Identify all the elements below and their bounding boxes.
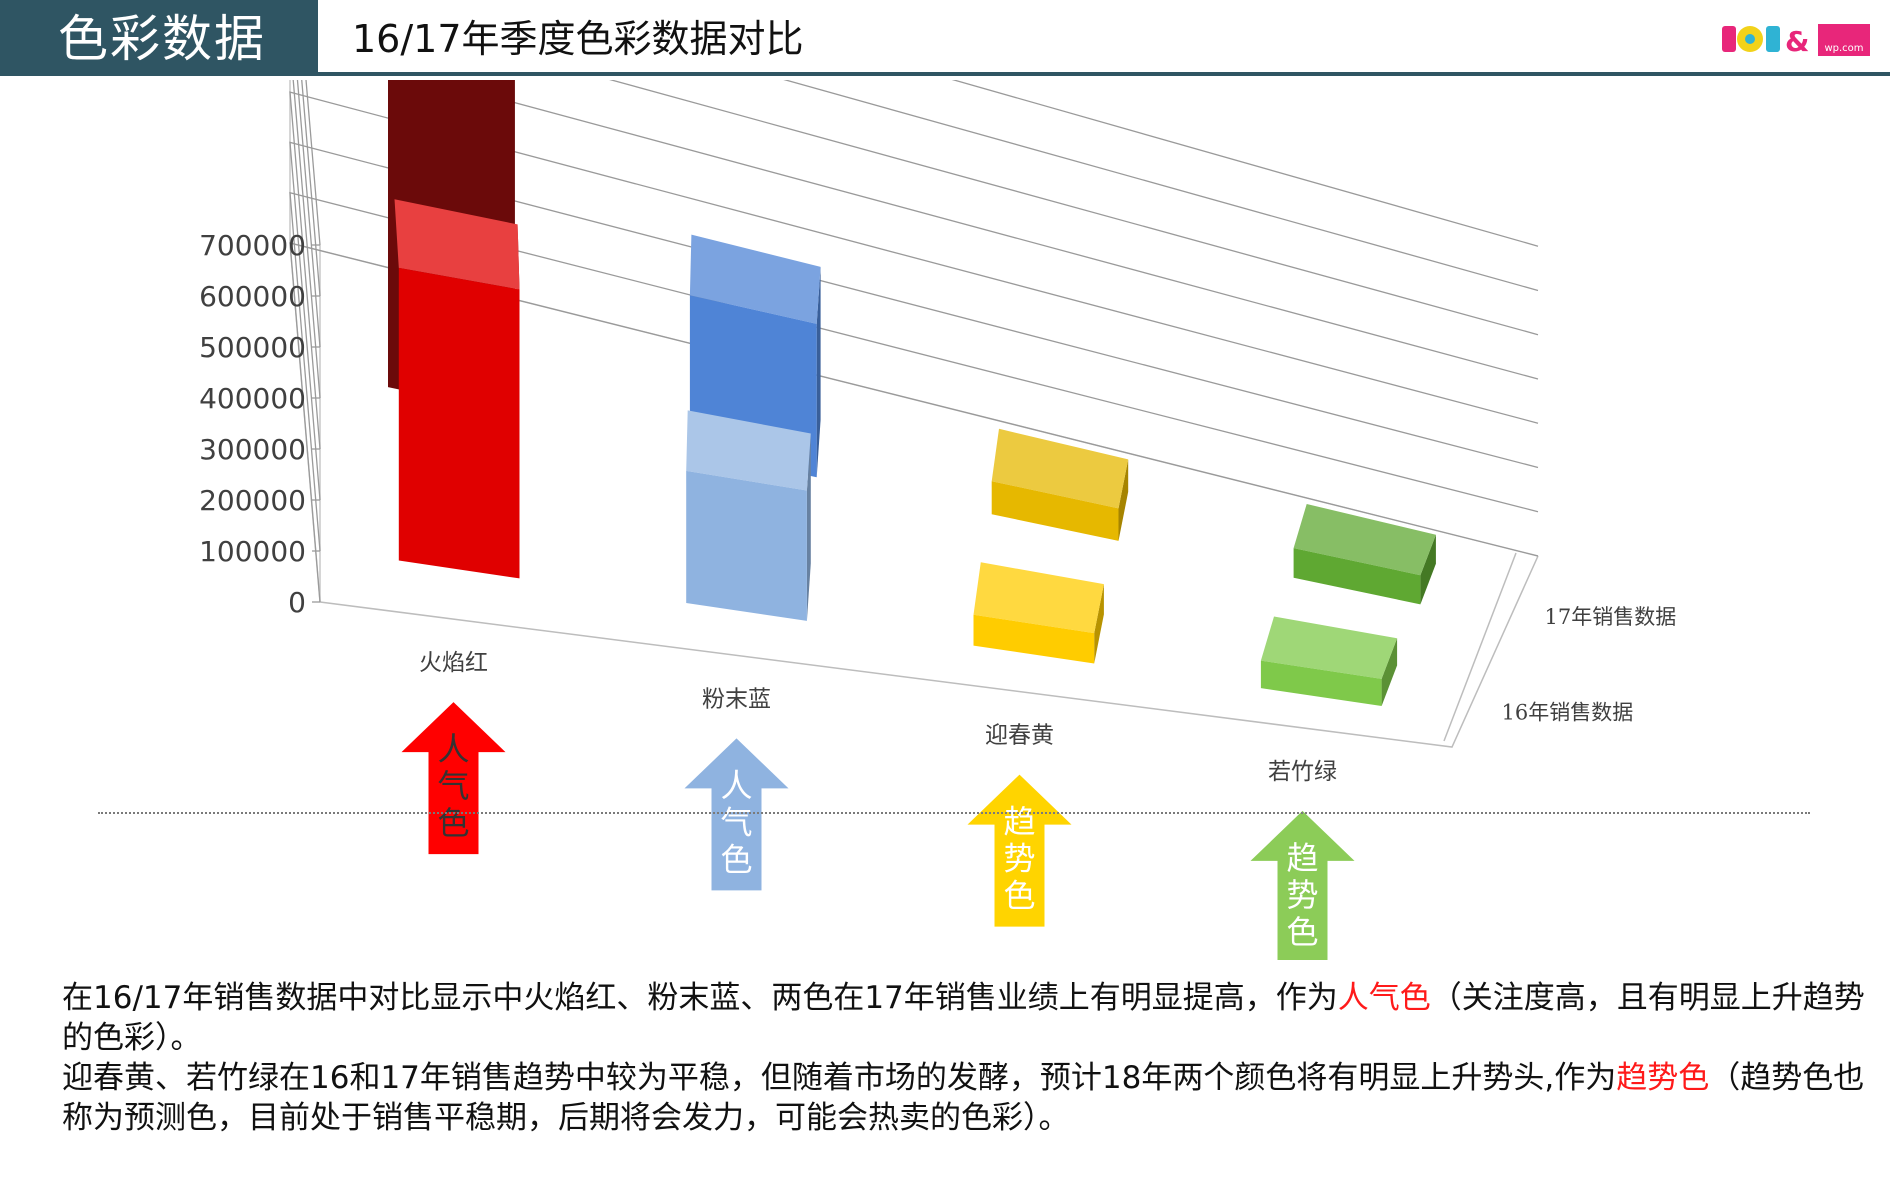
y-tick-label: 0: [288, 586, 306, 619]
arrow-text: 气: [437, 767, 469, 805]
bar-front-face: [991, 481, 1119, 541]
bar-side-face: [1381, 638, 1398, 706]
bar-top-face: [973, 562, 1104, 634]
description-line-2: 迎春黄、若竹绿在16和17年销售趋势中较为平稳，但随着市场的发酵，预计18年两个…: [62, 1060, 1865, 1136]
arrow-up-icon: [684, 738, 789, 891]
series-label: 16年销售数据: [1502, 700, 1634, 724]
category-label: 火焰红: [419, 650, 488, 676]
sales-3d-column-chart: 0 100000 200000 300000 400000 500000 600000 700…: [199, 80, 1677, 960]
gridline: [289, 91, 1539, 450]
bar-front-face: [1260, 660, 1382, 706]
floor-front-edge: [319, 555, 1539, 748]
arrow-up-icon: [1250, 810, 1355, 960]
arrow-text: 人: [437, 730, 469, 768]
arrow-text: 趋: [1003, 803, 1035, 841]
arrow-text: 色: [1286, 913, 1318, 951]
gridline: [296, 80, 1539, 348]
y-tick-label: 500000: [199, 331, 306, 364]
bar-side-face: [806, 433, 811, 621]
y-tick-label: 200000: [199, 484, 306, 517]
arrow-badge-1: 人气色: [401, 702, 506, 855]
y-tick-label: 600000: [199, 280, 306, 313]
arrow-text: 趋: [1286, 839, 1318, 877]
category-label: 粉末蓝: [702, 686, 771, 712]
category-label: 迎春黄: [985, 723, 1054, 749]
bar-side-face: [1094, 584, 1104, 664]
series-label: 17年销售数据: [1545, 605, 1677, 629]
bar-top-face: [686, 410, 811, 491]
depth-axis-line: [1443, 552, 1517, 742]
arrow-text: 气: [720, 803, 752, 841]
y-tick-label: 400000: [199, 382, 306, 415]
y-tick-label: 300000: [199, 433, 306, 466]
gridline: [289, 191, 1539, 552]
y-axis-ticks: 0 100000 200000 300000 400000 500000 600000 700…: [199, 229, 320, 619]
gridline: [289, 141, 1539, 501]
chart-gridlines: [289, 80, 1539, 603]
y-tick-label: 700000: [199, 229, 306, 262]
bar-side-face: [816, 266, 821, 478]
header-tab: 色彩数据: [0, 0, 318, 76]
bar-side-face: [1420, 534, 1436, 605]
arrow-text: 势: [1003, 840, 1035, 878]
arrow-up-icon: [401, 702, 506, 855]
bar-16-2: [686, 410, 811, 621]
description-line-1: 在16/17年销售数据中对比显示中火焰红、粉末蓝、两色在17年销售业绩上有明显提…: [62, 980, 1865, 1056]
description: 在16/17年销售数据中对比显示中火焰红、粉末蓝、两色在17年销售业绩上有明显提…: [62, 978, 1872, 1138]
chart-bars: [388, 80, 1436, 706]
gridline: [289, 242, 1539, 603]
bar-17-3: [991, 428, 1129, 541]
dotted-divider: [98, 812, 1810, 814]
category-label: 若竹绿: [1268, 759, 1337, 785]
bar-16-1: [394, 199, 520, 579]
arrow-text: 势: [1286, 876, 1318, 914]
bar-top-face: [689, 234, 821, 324]
bar-16-4: [1260, 616, 1398, 706]
header: 色彩数据 16/17年季度色彩数据对比 & wp.com: [0, 0, 1890, 80]
bar-front-face: [1293, 548, 1421, 605]
trend-color-highlight: 趋势色: [1616, 1060, 1710, 1096]
bar-front-face: [686, 470, 807, 621]
bar-top-face: [1260, 616, 1398, 679]
arrow-badge-2: 人气色: [684, 738, 789, 891]
gridline: [292, 80, 1539, 399]
svg-text:wp.com: wp.com: [1824, 43, 1863, 54]
series-depth-labels: 16年销售数据 17年销售数据: [1443, 552, 1677, 742]
bar-17-4: [1293, 504, 1436, 605]
arrow-text: 色: [720, 840, 752, 878]
bar-side-face: [1118, 459, 1129, 541]
svg-text:&: &: [1785, 25, 1809, 58]
bar-top-face: [1293, 504, 1436, 576]
bar-front-face: [398, 267, 520, 579]
pop-logo: & wp.com: [1722, 24, 1870, 58]
page-title: 16/17年季度色彩数据对比: [352, 17, 804, 61]
bar-top-face: [991, 428, 1129, 509]
header-underline: [318, 72, 1890, 76]
section-title: 色彩数据: [58, 10, 266, 68]
gridline: [301, 80, 1539, 297]
gridline: [305, 80, 1539, 247]
bar-front-face: [973, 614, 1095, 664]
bar-16-3: [973, 562, 1104, 664]
arrow-text: 人: [720, 766, 752, 804]
popular-color-highlight: 人气色: [1337, 980, 1431, 1016]
y-tick-label: 100000: [199, 535, 306, 568]
arrow-badge-3: 趋势色: [967, 774, 1072, 927]
arrow-text: 色: [1003, 877, 1035, 915]
bar-top-face: [394, 199, 520, 290]
arrow-text: 色: [437, 804, 469, 842]
arrow-badge-4: 趋势色: [1250, 810, 1355, 960]
